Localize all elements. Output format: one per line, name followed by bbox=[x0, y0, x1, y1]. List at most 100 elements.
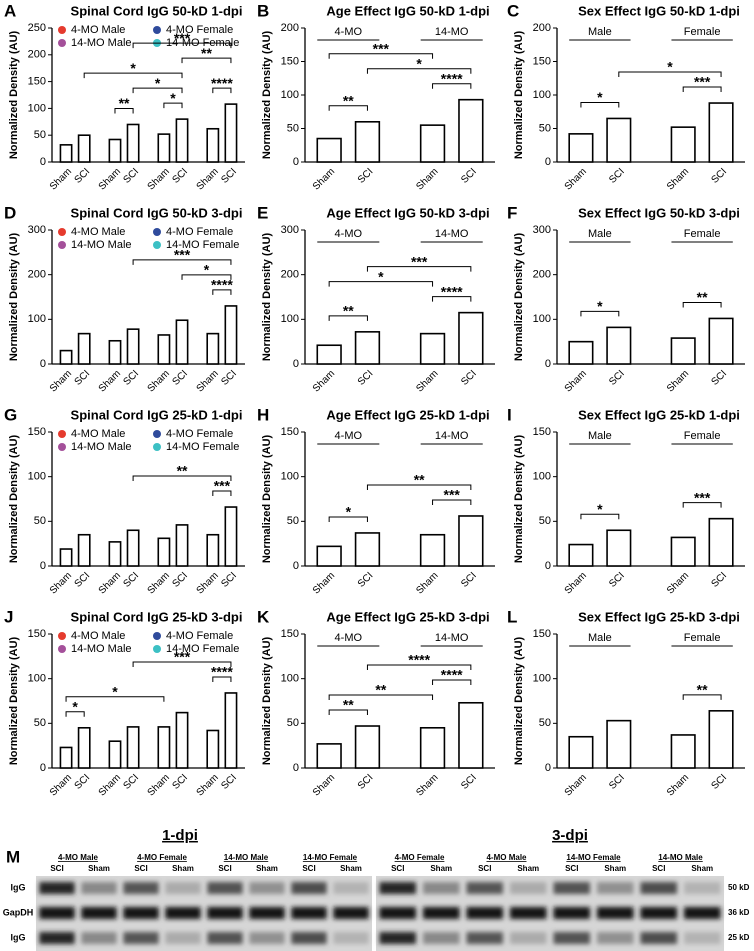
panel-letter: K bbox=[257, 607, 270, 626]
bar bbox=[224, 506, 238, 567]
legend-marker bbox=[153, 26, 161, 34]
y-axis-label: Normalized Density (AU) bbox=[513, 636, 525, 765]
significance-label: *** bbox=[174, 30, 191, 46]
blot-lane-label: Sham bbox=[256, 864, 278, 873]
legend-label: 4-MO Male bbox=[71, 24, 125, 36]
blot-band bbox=[596, 907, 634, 919]
y-axis-label: Normalized Density (AU) bbox=[513, 30, 525, 159]
blot-group-label: 4-MO Female bbox=[137, 853, 187, 862]
panel-letter: H bbox=[257, 405, 269, 424]
y-tick-label: 100 bbox=[281, 673, 299, 685]
x-tick-label: SCI bbox=[459, 166, 479, 186]
y-tick-label: 50 bbox=[287, 717, 299, 729]
blot-band bbox=[39, 907, 75, 919]
y-axis-label: Normalized Density (AU) bbox=[8, 636, 20, 765]
y-tick-label: 100 bbox=[533, 471, 551, 483]
group-label: Male bbox=[588, 430, 612, 442]
significance-bracket bbox=[618, 71, 722, 78]
blot-band bbox=[379, 932, 417, 944]
group-label: Female bbox=[684, 430, 721, 442]
y-axis-label: Normalized Density (AU) bbox=[261, 232, 273, 361]
significance-bracket bbox=[366, 266, 472, 272]
panel-letter: J bbox=[4, 607, 13, 626]
bar bbox=[606, 326, 632, 365]
blot-lane-label: Sham bbox=[604, 864, 626, 873]
panel-letter: M bbox=[6, 847, 20, 866]
blot-band bbox=[422, 907, 460, 919]
significance-label: **** bbox=[211, 75, 233, 91]
blot-band bbox=[333, 882, 369, 894]
y-tick-label: 0 bbox=[545, 156, 551, 168]
y-tick-label: 100 bbox=[28, 102, 46, 114]
significance-label: ** bbox=[343, 697, 354, 713]
legend-marker bbox=[58, 228, 66, 236]
chart-title: Sex Effect IgG 25-kD 3-dpi bbox=[578, 609, 740, 624]
y-tick-label: 200 bbox=[281, 269, 299, 281]
footer-left: 1-dpi bbox=[162, 827, 198, 844]
blot-band bbox=[640, 882, 678, 894]
bar bbox=[708, 102, 734, 163]
significance-bracket bbox=[83, 72, 183, 79]
significance-bracket bbox=[65, 711, 85, 717]
blot-band bbox=[422, 932, 460, 944]
significance-bracket bbox=[328, 281, 434, 287]
legend-label: 14-MO Female bbox=[166, 239, 239, 251]
blot-band bbox=[291, 882, 327, 894]
x-tick-label: Sham bbox=[146, 772, 172, 798]
y-tick-label: 50 bbox=[539, 717, 551, 729]
blot-band bbox=[249, 882, 285, 894]
significance-bracket bbox=[580, 513, 620, 520]
y-tick-label: 100 bbox=[281, 471, 299, 483]
x-tick-label: SCI bbox=[709, 570, 729, 590]
significance-bracket bbox=[212, 676, 232, 682]
blot-band bbox=[640, 932, 678, 944]
significance-bracket bbox=[682, 301, 722, 308]
significance-bracket bbox=[366, 664, 472, 671]
significance-label: ** bbox=[177, 463, 188, 479]
x-tick-label: Sham bbox=[311, 166, 337, 192]
x-tick-label: SCI bbox=[73, 570, 93, 590]
blot-row-label: GapDH bbox=[3, 907, 34, 917]
x-tick-label: SCI bbox=[73, 368, 93, 388]
bar bbox=[175, 524, 189, 567]
x-tick-label: Sham bbox=[563, 368, 589, 394]
x-tick-label: SCI bbox=[219, 570, 239, 590]
significance-label: * bbox=[378, 268, 384, 284]
blot-group-label: 14-MO Female bbox=[566, 853, 621, 862]
significance-bracket bbox=[181, 274, 232, 280]
bar bbox=[458, 311, 484, 365]
blot-band bbox=[291, 907, 327, 919]
bar bbox=[108, 339, 122, 365]
x-tick-label: Sham bbox=[414, 570, 440, 596]
legend-label: 4-MO Female bbox=[166, 226, 233, 238]
y-tick-label: 150 bbox=[28, 628, 46, 640]
blot-lane-label: SCI bbox=[565, 864, 578, 873]
x-tick-label: SCI bbox=[122, 570, 142, 590]
y-tick-label: 200 bbox=[28, 49, 46, 61]
chart-title: Age Effect IgG 50-kD 1-dpi bbox=[326, 3, 489, 18]
x-tick-label: SCI bbox=[356, 570, 376, 590]
significance-bracket bbox=[328, 315, 368, 321]
panel-letter: F bbox=[507, 203, 517, 222]
group-label: 4-MO bbox=[335, 26, 363, 38]
x-tick-label: Sham bbox=[665, 166, 691, 192]
legend-marker bbox=[153, 228, 161, 236]
significance-label: *** bbox=[373, 40, 390, 56]
x-tick-label: Sham bbox=[146, 166, 172, 192]
blot-band bbox=[165, 907, 201, 919]
chart-title: Age Effect IgG 25-kD 3-dpi bbox=[326, 609, 489, 624]
group-label: 4-MO bbox=[335, 228, 363, 240]
bar bbox=[126, 328, 140, 365]
significance-label: *** bbox=[444, 487, 461, 503]
y-tick-label: 300 bbox=[281, 224, 299, 236]
group-label: Male bbox=[588, 228, 612, 240]
chart-title: Spinal Cord IgG 50-kD 1-dpi bbox=[71, 3, 243, 18]
x-tick-label: SCI bbox=[73, 772, 93, 792]
bar bbox=[224, 305, 238, 365]
bar bbox=[206, 127, 220, 163]
chart-title: Age Effect IgG 50-kD 3-dpi bbox=[326, 205, 489, 220]
x-tick-label: SCI bbox=[459, 570, 479, 590]
x-tick-label: Sham bbox=[195, 570, 221, 596]
blot-lane-label: SCI bbox=[652, 864, 665, 873]
legend-label: 14-MO Male bbox=[71, 643, 132, 655]
